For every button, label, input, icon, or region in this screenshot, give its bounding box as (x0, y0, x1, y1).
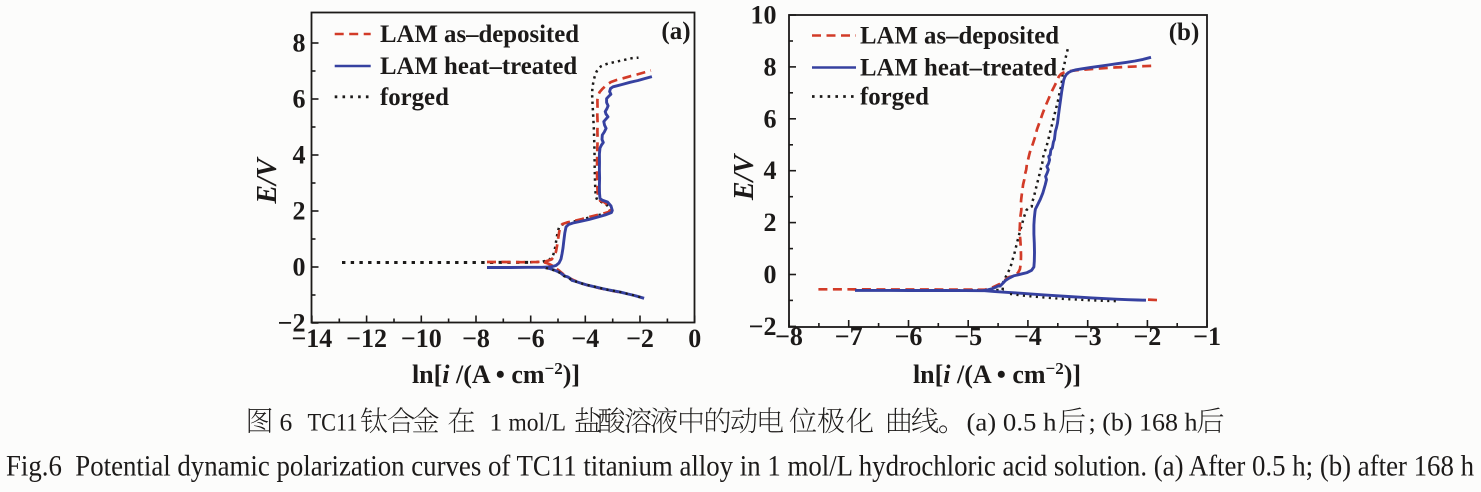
svg-text:−8: −8 (775, 322, 803, 351)
svg-text:6: 6 (293, 85, 306, 114)
svg-text:LAM as–deposited: LAM as–deposited (860, 23, 1059, 50)
svg-text:2: 2 (293, 197, 306, 226)
svg-text:8: 8 (764, 52, 777, 81)
svg-text:−10: −10 (401, 324, 442, 353)
svg-text:(b): (b) (1169, 19, 1200, 46)
svg-text:; (b) 168 h: ; (b) 168 h (1089, 408, 1198, 437)
svg-text:1: 1 (490, 408, 503, 437)
svg-text:forged: forged (380, 84, 449, 111)
svg-text:−2: −2 (278, 309, 306, 338)
svg-text:(a) 0.5 h: (a) 0.5 h (967, 408, 1057, 437)
svg-text:6: 6 (764, 104, 777, 133)
svg-text:(a): (a) (661, 18, 690, 45)
svg-text:−8: −8 (462, 324, 490, 353)
svg-text:8: 8 (293, 29, 306, 58)
svg-text:0: 0 (688, 324, 701, 353)
svg-text:−4: −4 (1014, 322, 1042, 351)
svg-text:−5: −5 (954, 322, 982, 351)
svg-text:ln[i /(A • cm−2)]: ln[i /(A • cm−2)] (412, 359, 580, 389)
svg-text:4: 4 (293, 141, 306, 170)
svg-text:TC11: TC11 (308, 408, 358, 437)
svg-text:−12: −12 (346, 324, 387, 353)
svg-text:4: 4 (764, 156, 777, 185)
svg-text:6: 6 (280, 408, 293, 437)
svg-text:0: 0 (293, 253, 306, 282)
svg-text:−14: −14 (291, 324, 332, 353)
svg-text:E/V: E/V (729, 153, 760, 201)
svg-text:forged: forged (860, 84, 929, 111)
svg-text:10: 10 (751, 1, 777, 30)
svg-text:mol/L: mol/L (509, 408, 567, 437)
svg-text:LAM heat–treated: LAM heat–treated (860, 55, 1057, 82)
svg-text:−6: −6 (517, 324, 545, 353)
svg-text:0: 0 (764, 260, 777, 289)
svg-text:LAM heat–treated: LAM heat–treated (380, 53, 577, 80)
svg-text:−2: −2 (1133, 322, 1161, 351)
svg-text:E/V: E/V (252, 156, 283, 204)
svg-text:−2: −2 (626, 324, 654, 353)
svg-text:−2: −2 (749, 312, 777, 341)
svg-text:LAM as–deposited: LAM as–deposited (380, 21, 579, 48)
svg-text:Fig.6 Potential dynamic polar: Fig.6 Potential dynamic polarization cur… (6, 450, 1474, 483)
svg-text:−1: −1 (1193, 322, 1221, 351)
svg-text:−6: −6 (895, 322, 923, 351)
svg-text:−7: −7 (835, 322, 863, 351)
svg-text:2: 2 (764, 208, 777, 237)
svg-text:−4: −4 (571, 324, 599, 353)
svg-text:−3: −3 (1074, 322, 1102, 351)
